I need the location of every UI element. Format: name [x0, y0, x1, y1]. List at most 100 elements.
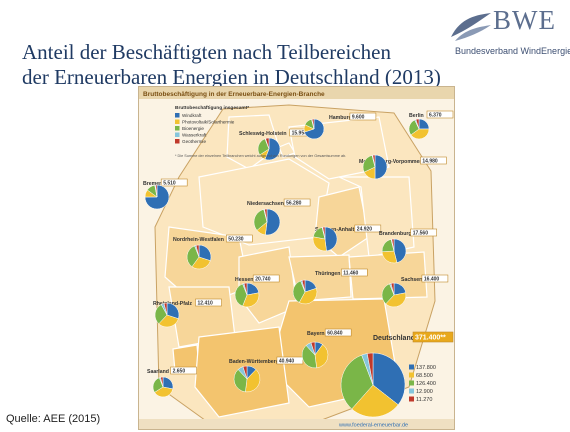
pie-slice-deutschland-gesamt-bioenergie: [340, 354, 374, 410]
legend-entry-bioenergie: Bioenergie: [182, 126, 204, 131]
legend-layer: Bruttobeschäftigung in der Erneuerbare-E…: [139, 87, 454, 429]
legend-swatch-windkraft: [175, 113, 180, 118]
region-name-hamburg: Hamburg: [329, 115, 352, 121]
region-total-hessen: 20.740: [255, 277, 271, 283]
chart-title-bar: [139, 87, 454, 99]
pie-slice-berlin-geothermie: [415, 118, 420, 130]
region-total-hamburg: 9.600: [352, 115, 365, 121]
legend-swatch-geothermie: [175, 139, 180, 144]
region-total-box-rheinland-pfalz: [195, 298, 222, 307]
region-name-nordrhein-westfalen: Nordrhein-Westfalen: [173, 237, 224, 243]
region-total-box-bayern: [324, 328, 352, 337]
pie-slice-mecklenburg-vorpommern-windkraft: [374, 154, 388, 180]
total-swatch-windkraft: [409, 364, 414, 370]
legend-entry-geothermie: Geothermie: [182, 139, 206, 144]
total-value-wasserkraft: 12.900: [416, 389, 433, 395]
region-total-box-sachsen: [421, 274, 449, 283]
pie-slice-sachsen-anhalt-geothermie: [322, 226, 326, 240]
legend-swatch-photovoltaik-solarthermie: [175, 119, 180, 124]
pie-slice-sachsen-photovoltaik-solarthermie: [385, 292, 407, 308]
logo-subtitle: Bundesverband WindEnergie: [455, 46, 570, 56]
region-name-sachsen: Sachsen: [401, 277, 422, 283]
total-swatch-bioenergie: [409, 380, 414, 386]
pie-slice-schleswig-holstein-windkraft: [264, 137, 281, 161]
region-name-deutschland-gesamt: Deutschland gesamt: [373, 335, 442, 342]
chart-footer-url[interactable]: www.foederal-erneuerbar.de: [338, 423, 408, 429]
slide-title-line-2: der Erneuerbaren Energien in Deutschland…: [22, 65, 441, 89]
total-swatch-geothermie: [409, 396, 414, 402]
pie-slice-hessen-geothermie: [243, 282, 248, 296]
pies-layer: 137.800 68.500 126.400 12.900 11.270: [144, 118, 436, 418]
pie-slice-niedersachsen-windkraft: [265, 208, 281, 236]
region-total-bayern: 60.840: [327, 331, 343, 337]
pie-slice-sachsen-bioenergie: [381, 283, 395, 305]
region-total-sachsen-anhalt: 24.920: [357, 227, 373, 233]
region-total-box-brandenburg: [410, 228, 438, 237]
region-total-thueringen: 11.460: [343, 271, 358, 277]
pie-slice-deutschland-gesamt-windkraft: [372, 352, 406, 406]
region-total-box-deutschland-gesamt: [412, 331, 454, 343]
pie-slice-baden-wuerttemberg-geothermie: [242, 365, 248, 380]
legend-title: Bruttobeschäftigung insgesamt*: [175, 105, 249, 111]
pie-slice-thueringen-geothermie: [301, 279, 306, 293]
region-name-berlin: Berlin: [409, 113, 424, 119]
region-total-baden-wuerttemberg: 40.940: [279, 359, 295, 365]
slide-title: Anteil der Beschäftigten nach Teilbereic…: [22, 40, 442, 90]
region-total-nordrhein-westfalen: 50.230: [228, 237, 244, 243]
region-name-sachsen-anhalt: Sachsen-Anhalt: [315, 227, 354, 233]
pie-slice-saarland-geothermie: [160, 376, 164, 388]
region-total-berlin: 6.370: [429, 113, 442, 119]
total-swatch-photovoltaik-solarthermie: [409, 372, 414, 378]
pie-slice-berlin-windkraft: [418, 118, 430, 130]
map-svg: Schleswig-Holstein 15.950 Hamburg 9.600 Brem…: [139, 87, 454, 429]
pie-slice-thueringen-bioenergie: [292, 280, 306, 303]
pie-slice-rheinland-pfalz-geothermie: [163, 302, 168, 316]
pie-slice-thueringen-photovoltaik-solarthermie: [298, 287, 318, 305]
region-total-bremen: 5.510: [163, 181, 176, 187]
region-name-rheinland-pfalz: Rheinland-Pfalz: [153, 301, 192, 307]
region-total-rheinland-pfalz: 12.410: [198, 301, 214, 307]
total-value-photovoltaik-solarthermie: 68.500: [416, 373, 433, 379]
chart-note: * Die Summe der einzelnen Teilbranchen w…: [175, 154, 346, 158]
employment-map-chart: Schleswig-Holstein 15.950 Hamburg 9.600 Brem…: [138, 86, 455, 430]
region-name-bayern: Bayern: [307, 331, 325, 337]
region-name-schleswig-holstein: Schleswig-Holstein: [239, 131, 287, 137]
region-name-bremen: Bremen: [143, 181, 162, 187]
total-value-geothermie: 11.270: [416, 397, 432, 403]
region-name-brandenburg: Brandenburg: [379, 231, 412, 237]
region-total-box-hamburg: [349, 112, 377, 121]
pie-slice-nordrhein-westfalen-geothermie: [195, 244, 200, 258]
legend-entry-photovoltaik-solarthermie: Photovoltaik/Solarthermie: [182, 120, 235, 125]
region-total-mecklenburg-vorpommern: 14.980: [422, 159, 438, 165]
region-total-box-nordrhein-westfalen: [226, 234, 253, 243]
pie-slice-rheinland-pfalz-photovoltaik-solarthermie: [158, 314, 179, 328]
region-total-saarland: 2.650: [173, 369, 186, 375]
pie-slice-schleswig-holstein-geothermie: [265, 137, 270, 150]
source-caption: Quelle: AEE (2015): [6, 413, 101, 425]
pie-slice-baden-wuerttemberg-bioenergie: [233, 369, 248, 393]
region-total-box-berlin: [426, 110, 454, 119]
pie-slice-mecklenburg-vorpommern-geothermie: [372, 154, 376, 168]
pie-slice-bremen-geothermie: [155, 184, 158, 198]
pie-slice-sachsen-geothermie: [390, 282, 395, 296]
region-total-deutschland-gesamt: 371.400**: [415, 335, 446, 342]
pie-slice-deutschland-gesamt-photovoltaik-solarthermie: [351, 384, 399, 418]
region-total-sachsen: 16.400: [424, 277, 440, 283]
pie-slice-bayern-bioenergie: [301, 345, 317, 369]
total-value-windkraft: 137.800: [416, 365, 436, 371]
total-swatch-wasserkraft: [409, 388, 414, 394]
pie-slice-deutschland-gesamt-geothermie: [366, 352, 374, 386]
pie-slice-hessen-bioenergie: [234, 283, 248, 307]
region-name-saarland: Saarland: [147, 369, 169, 375]
pie-slice-niedersachsen-bioenergie: [253, 209, 268, 231]
logo-wordmark: BWE: [493, 5, 556, 35]
pie-slice-baden-wuerttemberg-photovoltaik-solarthermie: [245, 369, 261, 393]
labels-layer: Schleswig-Holstein 15.950 Hamburg 9.600 Brem…: [143, 110, 454, 375]
region-name-niedersachsen: Niedersachsen: [247, 201, 284, 207]
pie-slice-berlin-photovoltaik-solarthermie: [410, 128, 430, 140]
region-total-box-hessen: [252, 274, 280, 283]
pie-slice-bremen-windkraft: [144, 184, 170, 210]
region-total-box-mecklenburg-vorpommern: [420, 156, 447, 165]
legend-swatch-bioenergie: [175, 126, 180, 131]
region-total-brandenburg: 17.560: [413, 231, 429, 237]
